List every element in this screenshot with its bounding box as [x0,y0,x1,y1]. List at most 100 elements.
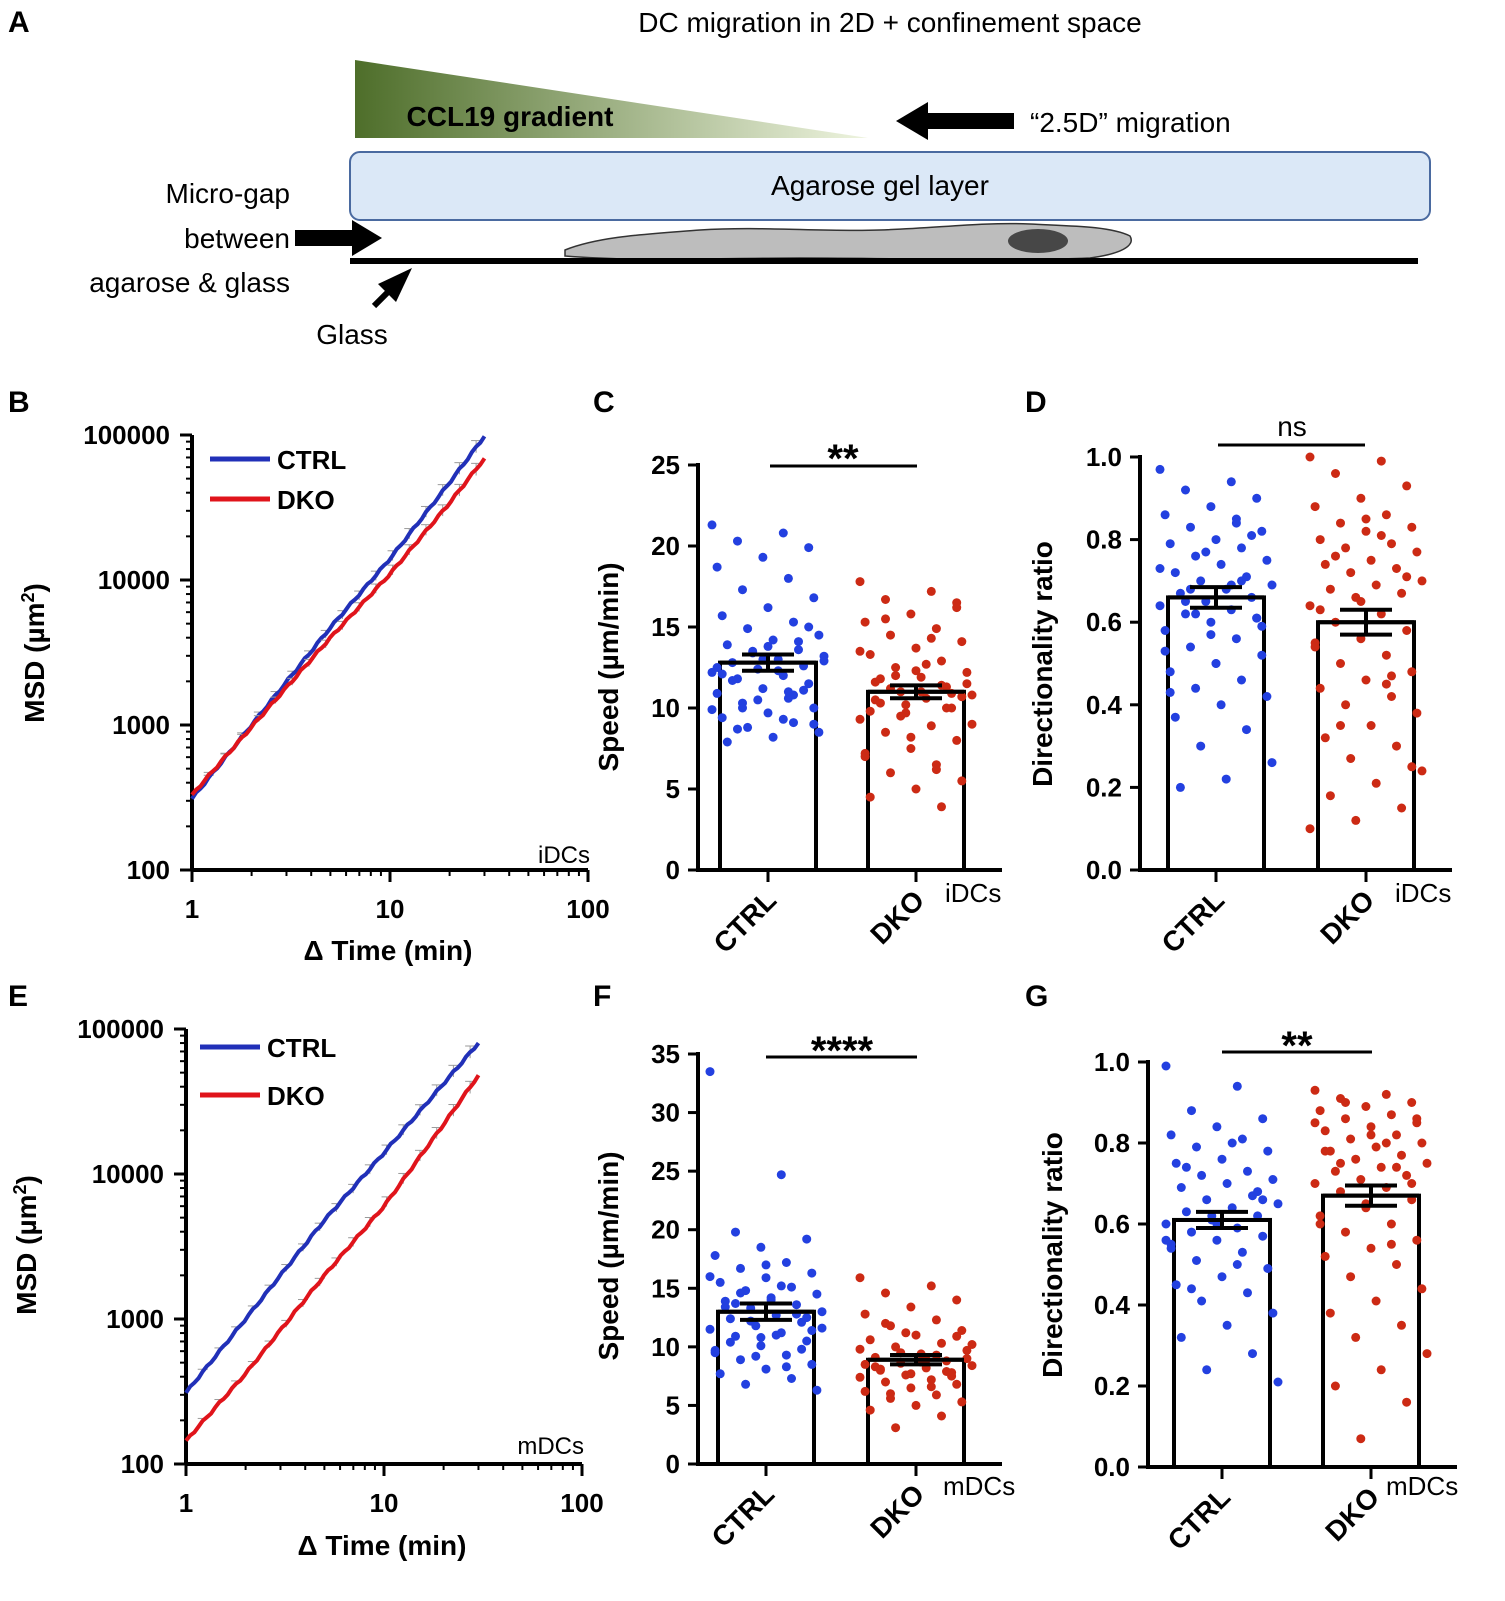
data-point-dko [881,1288,890,1298]
data-point-ctrl [783,573,793,583]
y-tick-label: 0 [666,855,680,885]
data-point-ctrl [1257,526,1267,536]
data-point-ctrl [802,1313,812,1323]
data-point-ctrl [1175,782,1185,792]
data-point-ctrl [710,1251,720,1260]
data-point-dko [1315,1106,1325,1116]
data-point-ctrl [1155,564,1165,573]
panel-b-y-label: MSD (µm2) [18,583,50,723]
panel-e-legend: CTRL DKO [200,1033,336,1111]
data-point-dko [1325,584,1335,594]
panel-b-msd-idcs: B 100 1000 10000 100000 1 10 100 CTRL DKO iDCs… [8,386,610,966]
y-tick-label: 100000 [83,420,170,450]
data-point-dko [1422,1158,1432,1168]
data-point-dko [926,1281,936,1291]
data-point-ctrl [743,722,753,732]
data-point-ctrl [738,703,747,713]
data-point-ctrl [1237,1247,1247,1257]
panel-d-directionality-idcs: D 0.0 0.2 0.4 0.6 0.8 1.0 CTRL DKO ns iDCs Dire… [1025,386,1452,959]
data-point-dko [937,1338,946,1348]
x-tick-label-ctrl: CTRL [1156,884,1231,959]
data-point-dko [1412,547,1422,557]
data-point-dko [1366,1130,1376,1140]
data-point-dko [860,1386,870,1396]
data-point-ctrl [1216,700,1226,710]
data-point-ctrl [1258,1231,1268,1241]
data-point-dko [1402,481,1412,491]
data-point-ctrl [715,1277,725,1287]
data-point-dko [962,667,972,677]
data-point-ctrl [1211,535,1221,545]
y-tick-label: 15 [651,1273,680,1303]
ccl19-gradient-wedge [355,60,868,138]
data-point-ctrl [812,1289,822,1299]
cell-nucleus [1008,229,1068,253]
data-point-dko [1402,1397,1412,1407]
y-tick-label: 1000 [112,710,170,740]
data-point-dko [947,1371,957,1381]
data-point-dko [926,1375,936,1385]
y-tick-label: 20 [651,1215,680,1245]
data-point-dko [1412,708,1422,718]
data-point-ctrl [727,676,737,685]
y-tick-label: 0.0 [1094,1452,1130,1482]
data-point-ctrl [1197,1296,1207,1306]
data-point-ctrl [1165,667,1175,677]
panel-f-cell-type: mDCs [943,1471,1015,1501]
data-point-dko [1310,502,1320,512]
data-point-ctrl [807,1268,817,1278]
data-point-ctrl [804,622,814,632]
data-point-dko [1407,1179,1417,1188]
data-point-dko [860,617,870,627]
data-point-dko [1361,514,1371,524]
data-point-dko [937,802,946,812]
series-line-ctrl [184,1041,481,1394]
data-point-dko [1315,683,1325,693]
data-point-ctrl [1181,1162,1191,1172]
data-point-dko [1376,1162,1386,1172]
data-point-dko [1407,762,1417,772]
data-point-dko [1351,815,1361,825]
data-point-ctrl [1252,613,1262,623]
legend-dko-label: DKO [277,485,335,515]
panel-g-cell-type: mDCs [1386,1471,1458,1501]
data-point-dko [1315,1211,1325,1221]
y-tick-label: 10000 [92,1159,164,1189]
data-point-ctrl [1206,630,1216,640]
data-point-dko [1366,555,1376,565]
y-tick-label: 15 [651,612,680,642]
data-point-ctrl [1232,1081,1242,1091]
data-point-ctrl [715,1369,725,1379]
data-point-ctrl [1171,1158,1181,1168]
bar-ctrl [1166,595,1266,872]
data-point-dko [967,1340,977,1349]
data-point-dko [901,700,911,710]
data-point-ctrl [712,562,722,572]
data-point-ctrl [1237,543,1246,553]
data-point-ctrl [743,624,753,634]
data-point-ctrl [1166,1130,1176,1140]
data-point-ctrl [1155,464,1165,474]
data-point-ctrl [781,1258,791,1267]
data-point-dko [1361,675,1371,685]
panel-f-y-label: Speed (µm/min) [593,1151,624,1360]
data-point-ctrl [1176,1332,1186,1342]
data-point-ctrl [1231,518,1241,528]
data-point-ctrl [1161,1235,1171,1245]
data-point-dko [1387,539,1396,549]
y-tick-label: 0.8 [1086,525,1122,555]
data-point-ctrl [763,708,773,718]
data-point-dko [855,1372,865,1382]
data-point-dko [1336,1158,1345,1168]
y-tick-label: 0.0 [1086,855,1122,885]
data-point-dko [1402,1170,1412,1180]
data-point-dko [1331,551,1340,561]
data-point-ctrl [819,656,829,666]
data-point-ctrl [804,679,814,689]
data-point-dko [855,577,865,587]
data-point-dko [1336,518,1345,528]
x-tick-label: 1 [179,1488,193,1518]
data-point-ctrl [756,1242,766,1252]
data-point-ctrl [756,1341,766,1351]
data-point-ctrl [1222,1320,1232,1330]
